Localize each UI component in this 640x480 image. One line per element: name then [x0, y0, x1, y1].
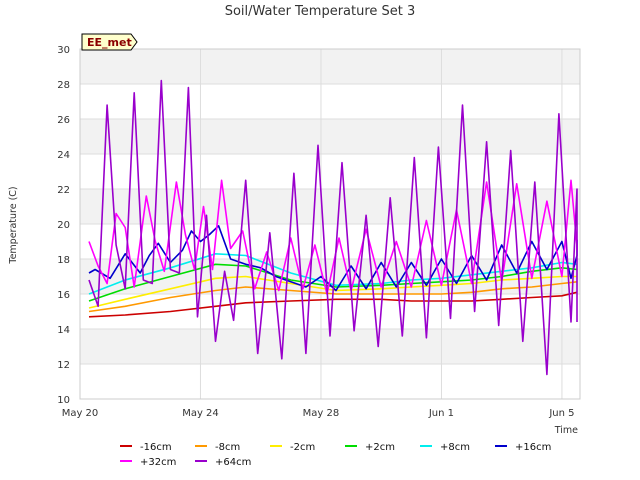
y-tick-label: 24 — [57, 150, 70, 161]
x-tick-label: May 28 — [303, 408, 340, 419]
background-band — [80, 84, 580, 119]
legend-label: +16cm — [515, 442, 551, 453]
legend-label: +64cm — [215, 457, 251, 468]
legend-label: +8cm — [440, 442, 470, 453]
y-tick-label: 26 — [57, 115, 70, 126]
legend: -16cm -8cm -2cm +2cm +8cm +16cm +32cm +64cm — [120, 442, 551, 468]
y-tick-label: 22 — [57, 185, 70, 196]
x-tick-label: May 20 — [62, 408, 99, 419]
x-tick-label: May 24 — [182, 408, 219, 419]
x-tick-label: Jun 1 — [428, 408, 454, 419]
background-band — [80, 364, 580, 399]
legend-label: -16cm — [140, 442, 172, 453]
site-label-box: EE_met — [81, 33, 138, 51]
background-band — [80, 49, 580, 84]
site-label: EE_met — [87, 36, 132, 49]
y-tick-label: 20 — [57, 220, 70, 231]
background-band — [80, 119, 580, 154]
y-tick-label: 10 — [57, 395, 70, 406]
x-axis-ticks: May 20 May 24 May 28 Jun 1 Jun 5 — [62, 408, 575, 419]
series-lines — [88, 79, 578, 376]
y-tick-label: 12 — [57, 360, 70, 371]
x-tick-label: Jun 5 — [548, 408, 574, 419]
x-axis-title: Time — [554, 425, 578, 436]
chart-title: Soil/Water Temperature Set 3 — [225, 4, 416, 19]
series-line — [88, 291, 578, 318]
plot-background-bands — [80, 49, 580, 399]
y-tick-label: 28 — [57, 80, 70, 91]
y-axis-title: Temperature (C) — [8, 186, 19, 264]
series-line — [88, 79, 578, 376]
background-band — [80, 189, 580, 224]
y-axis-ticks: 10 12 14 16 18 20 22 24 26 28 30 — [57, 45, 70, 406]
series-line — [88, 253, 578, 295]
legend-label: +32cm — [140, 457, 176, 468]
legend-label: +2cm — [365, 442, 395, 453]
background-band — [80, 154, 580, 189]
series-line — [88, 275, 577, 309]
y-tick-label: 18 — [57, 255, 70, 266]
y-tick-label: 14 — [57, 325, 70, 336]
plot-frame — [79, 48, 581, 400]
y-tick-label: 30 — [57, 45, 70, 56]
series-line — [88, 225, 578, 292]
y-tick-label: 16 — [57, 290, 70, 301]
legend-label: -2cm — [290, 442, 315, 453]
series-line — [88, 281, 578, 313]
legend-label: -8cm — [215, 442, 240, 453]
